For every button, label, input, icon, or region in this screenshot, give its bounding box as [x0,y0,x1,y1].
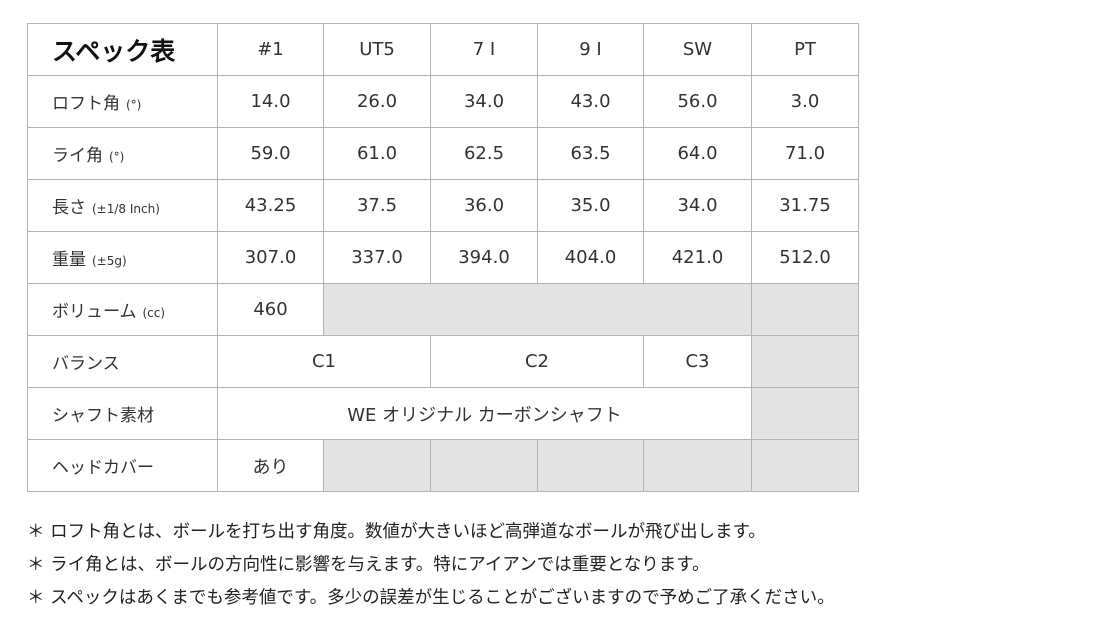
empty-cell [751,283,859,336]
cell: 31.75 [751,179,859,232]
row-label: ヘッドカバー [27,439,218,492]
table-row-shaft: シャフト素材 WE オリジナル カーボンシャフト [27,387,859,440]
column-header: PT [751,23,859,76]
cell: 43.0 [537,75,644,128]
label-text: 重量 [52,250,86,270]
cell: 61.0 [323,127,431,180]
empty-cell [751,439,859,492]
cell: 59.0 [217,127,324,180]
cell: 35.0 [537,179,644,232]
notes: ＊ ロフト角とは、ボールを打ち出す角度。数値が大きいほど高弾道なボールが飛び出し… [27,516,835,615]
cell: 404.0 [537,231,644,284]
row-label: ライ角 (°) [27,127,218,180]
cell: 460 [217,283,324,336]
note: ＊ ロフト角とは、ボールを打ち出す角度。数値が大きいほど高弾道なボールが飛び出し… [27,522,766,542]
cell: 34.0 [430,75,538,128]
row-label: ボリューム (cc) [27,283,218,336]
column-header: 9 I [537,23,644,76]
unit-text: (±5g) [92,254,127,268]
note: ＊ ライ角とは、ボールの方向性に影響を与えます。特にアイアンでは重要となります。 [27,555,710,575]
empty-cell [751,335,859,388]
spec-table: スペック表 #1 UT5 7 I 9 I SW PT ロフト角 (°) 14.0 … [27,23,859,492]
row-label: ロフト角 (°) [27,75,218,128]
table-row-balance: バランス C1 C2 C3 [27,335,859,388]
column-header: 7 I [430,23,538,76]
row-label: シャフト素材 [27,387,218,440]
cell: 26.0 [323,75,431,128]
unit-text: (°) [109,150,125,164]
cell: C1 [217,335,431,388]
cell: 3.0 [751,75,859,128]
unit-text: (cc) [142,306,166,320]
label-text: ロフト角 [52,94,120,114]
row-label: バランス [27,335,218,388]
empty-cell [751,387,859,440]
cell: 36.0 [430,179,538,232]
table-row-headcover: ヘッドカバー あり [27,439,859,492]
cell: 34.0 [643,179,752,232]
cell: C2 [430,335,644,388]
table-row-weight: 重量 (±5g) 307.0 337.0 394.0 404.0 421.0 51… [27,231,859,284]
cell: 56.0 [643,75,752,128]
empty-cell [323,439,431,492]
table-title: スペック表 [27,23,218,76]
table-row-volume: ボリューム (cc) 460 [27,283,859,336]
cell: あり [217,439,324,492]
unit-text: (±1/8 Inch) [92,202,160,216]
cell: 394.0 [430,231,538,284]
cell: 14.0 [217,75,324,128]
header-row: スペック表 #1 UT5 7 I 9 I SW PT [27,23,859,76]
note: ＊ スペックはあくまでも参考値です。多少の誤差が生じることがございますので予めご… [27,588,835,608]
unit-text: (°) [126,98,142,112]
label-text: ボリューム [52,302,137,322]
column-header: UT5 [323,23,431,76]
cell: 421.0 [643,231,752,284]
table-row-loft: ロフト角 (°) 14.0 26.0 34.0 43.0 56.0 3.0 [27,75,859,128]
empty-cell [430,439,538,492]
empty-cell [643,439,752,492]
row-label: 重量 (±5g) [27,231,218,284]
cell: 337.0 [323,231,431,284]
cell: 512.0 [751,231,859,284]
empty-cell [323,283,752,336]
cell: 307.0 [217,231,324,284]
cell: WE オリジナル カーボンシャフト [217,387,752,440]
column-header: #1 [217,23,324,76]
cell: 64.0 [643,127,752,180]
table-row-lie: ライ角 (°) 59.0 61.0 62.5 63.5 64.0 71.0 [27,127,859,180]
cell: 63.5 [537,127,644,180]
label-text: ライ角 [52,146,103,166]
column-header: SW [643,23,752,76]
cell: 71.0 [751,127,859,180]
cell: 37.5 [323,179,431,232]
table-row-length: 長さ (±1/8 Inch) 43.25 37.5 36.0 35.0 34.0 … [27,179,859,232]
empty-cell [537,439,644,492]
cell: 62.5 [430,127,538,180]
label-text: 長さ [52,198,86,218]
row-label: 長さ (±1/8 Inch) [27,179,218,232]
cell: 43.25 [217,179,324,232]
cell: C3 [643,335,752,388]
